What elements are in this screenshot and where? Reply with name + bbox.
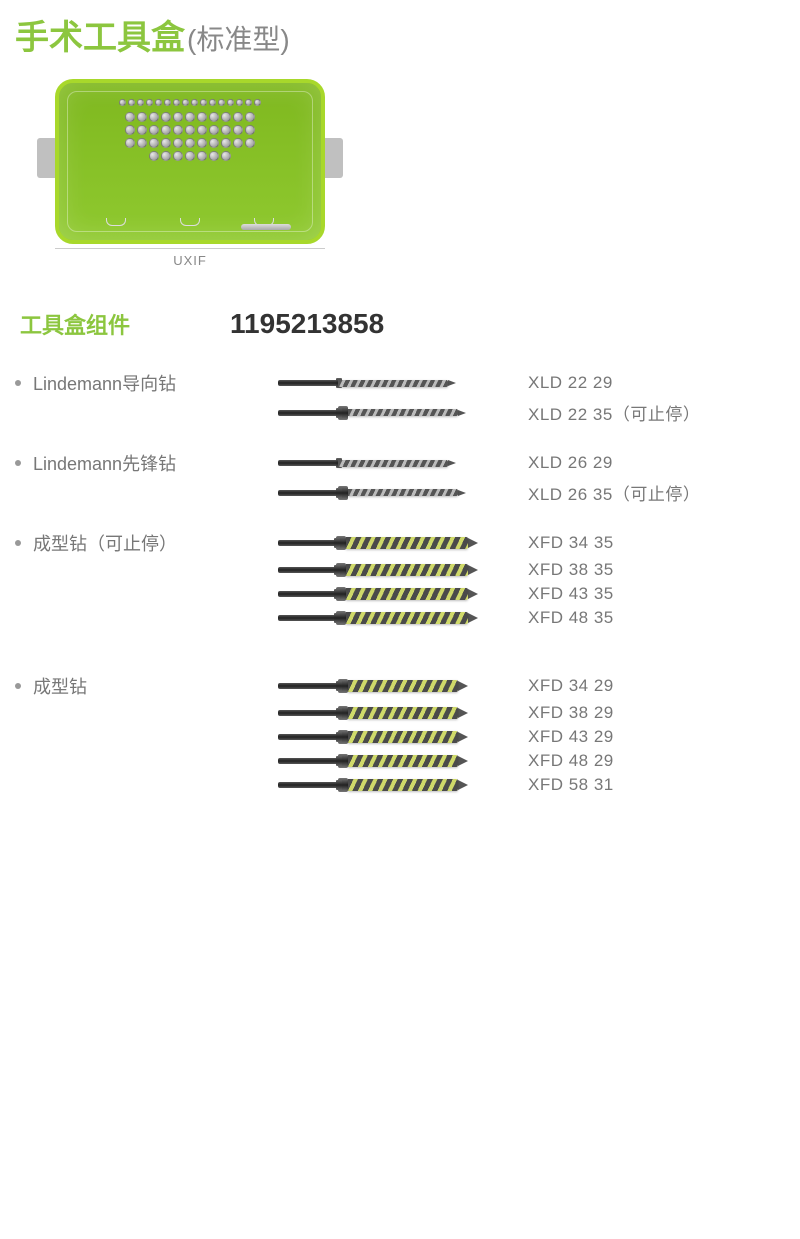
drill-illustration xyxy=(278,533,478,553)
bullet-icon xyxy=(15,460,21,466)
tool-row: XFD 43 29 xyxy=(15,727,785,747)
tool-row: 成型钻 XFD 34 29 xyxy=(15,673,785,699)
main-title: 手术工具盒 xyxy=(15,10,185,59)
bullet-icon xyxy=(15,540,21,546)
tool-code-label: XFD 58 31 xyxy=(528,775,728,795)
tool-code-label: XFD 43 35 xyxy=(528,584,728,604)
bullet-icon xyxy=(15,683,21,689)
tool-code-label: XFD 38 35 xyxy=(528,560,728,580)
tool-code-label: XFD 43 29 xyxy=(528,727,728,747)
tool-row: Lindemann先锋钻 XLD 26 29 xyxy=(15,450,785,476)
drill-illustration xyxy=(278,403,478,423)
kit-illustration xyxy=(55,79,325,244)
tool-row: Lindemann导向钻 XLD 22 29 xyxy=(15,370,785,396)
group-label: 成型钻 xyxy=(33,673,278,699)
group-label: Lindemann导向钻 xyxy=(33,370,278,396)
tool-row: XLD 22 35（可止停） xyxy=(15,400,785,425)
group-label: Lindemann先锋钻 xyxy=(33,450,278,476)
tool-row: XFD 48 35 xyxy=(15,608,785,628)
kit-model-label: UXIF xyxy=(55,248,325,268)
tool-code-label: XFD 48 35 xyxy=(528,608,728,628)
drill-illustration xyxy=(278,584,478,604)
tool-code-label: XFD 34 35 xyxy=(528,533,728,553)
section-title: 工具盒组件 xyxy=(20,308,130,340)
tool-code-label: XLD 22 35（可止停） xyxy=(528,400,728,425)
tool-code-label: XLD 26 29 xyxy=(528,453,728,473)
tool-row: XFD 58 31 xyxy=(15,775,785,795)
drill-illustration xyxy=(278,483,478,503)
tool-row: XFD 48 29 xyxy=(15,751,785,771)
bullet-icon xyxy=(15,380,21,386)
section-header-row: 工具盒组件 1195213858 xyxy=(15,308,785,340)
component-group: 成型钻（可止停） XFD 34 35 XFD 38 35 XFD 43 35 XFD 4… xyxy=(15,530,785,628)
subtitle: (标准型) xyxy=(187,18,290,58)
component-group: Lindemann导向钻 XLD 22 29 XLD 22 35（可止停） xyxy=(15,370,785,425)
tool-row: 成型钻（可止停） XFD 34 35 xyxy=(15,530,785,556)
tool-code-label: XFD 38 29 xyxy=(528,703,728,723)
drill-illustration xyxy=(278,703,478,723)
component-group: 成型钻 XFD 34 29 XFD 38 29 XFD 43 29 XFD 48 29 X… xyxy=(15,673,785,795)
component-list: Lindemann导向钻XLD 22 29XLD 22 35（可止停）Linde… xyxy=(15,370,785,795)
tool-code-label: XLD 26 35（可止停） xyxy=(528,480,728,505)
title-row: 手术工具盒 (标准型) xyxy=(15,10,785,59)
drill-illustration xyxy=(278,608,478,628)
drill-illustration xyxy=(278,676,478,696)
tool-code-label: XLD 22 29 xyxy=(528,373,728,393)
drill-illustration xyxy=(278,775,478,795)
tool-row: XFD 38 35 xyxy=(15,560,785,580)
drill-illustration xyxy=(278,453,478,473)
tool-code-label: XFD 48 29 xyxy=(528,751,728,771)
component-group: Lindemann先锋钻 XLD 26 29 XLD 26 35（可止停） xyxy=(15,450,785,505)
drill-illustration xyxy=(278,751,478,771)
drill-illustration xyxy=(278,373,478,393)
tool-row: XFD 43 35 xyxy=(15,584,785,604)
group-label: 成型钻（可止停） xyxy=(33,530,278,556)
drill-illustration xyxy=(278,560,478,580)
tool-row: XFD 38 29 xyxy=(15,703,785,723)
tool-code-label: XFD 34 29 xyxy=(528,676,728,696)
product-code: 1195213858 xyxy=(230,308,384,340)
drill-illustration xyxy=(278,727,478,747)
tool-row: XLD 26 35（可止停） xyxy=(15,480,785,505)
